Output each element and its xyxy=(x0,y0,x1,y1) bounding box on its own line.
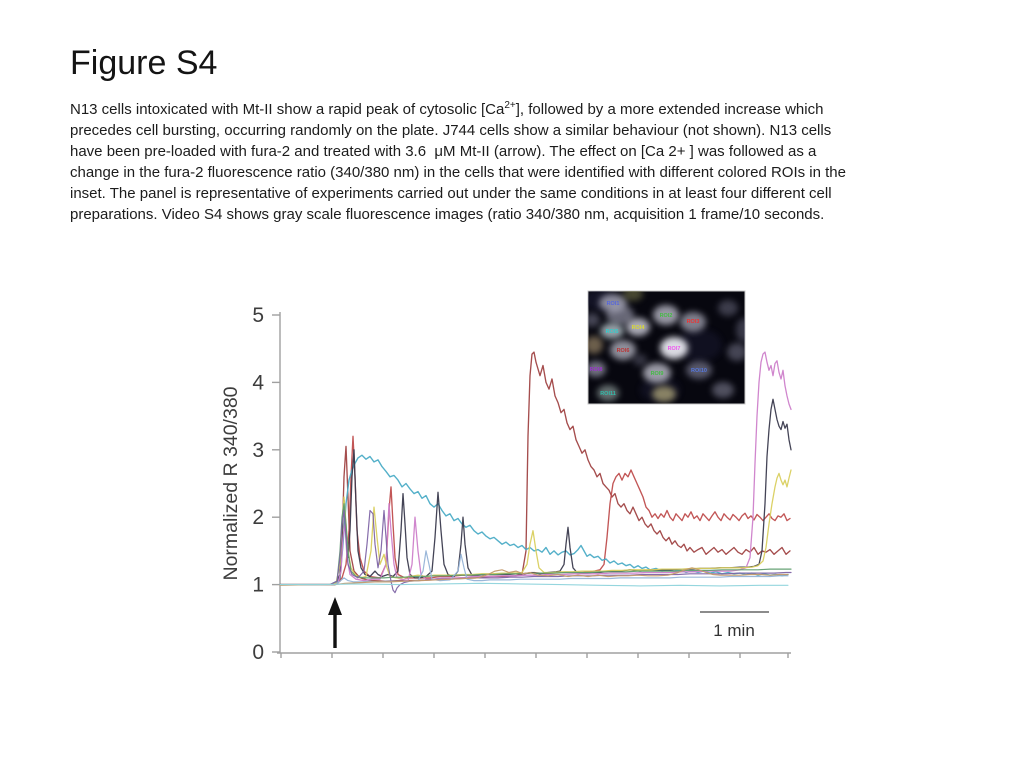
axes xyxy=(272,312,791,658)
caption-line: precedes cell bursting, occurring random… xyxy=(70,122,832,139)
y-axis-label: Normalized R 340/380 xyxy=(220,386,242,580)
trace-series xyxy=(279,351,792,594)
y-tick-labels: 0 1 2 3 4 5 xyxy=(252,304,264,664)
cell-blob xyxy=(727,343,745,361)
series-roi-pink xyxy=(279,351,792,586)
series-roi-red xyxy=(279,435,791,586)
cell-blob xyxy=(686,361,712,379)
cell-blob xyxy=(712,382,734,398)
cell-blob xyxy=(652,386,676,402)
caption-line: have been pre-loaded with fura-2 and tre… xyxy=(70,143,817,160)
cell-blob xyxy=(610,340,636,360)
cell-blob xyxy=(597,385,619,401)
cell-blob xyxy=(633,354,647,366)
injection-arrow-icon xyxy=(328,597,342,648)
cell-blob xyxy=(626,318,650,336)
roi-label: ROI5 xyxy=(606,329,619,335)
cell-blob xyxy=(599,294,627,312)
roi-label: ROI3 xyxy=(687,319,700,325)
svg-text:2: 2 xyxy=(252,506,264,529)
series-roi-green xyxy=(279,503,792,586)
cell-blob xyxy=(623,291,643,301)
svg-text:0: 0 xyxy=(252,641,264,664)
caption-line: N13 cells intoxicated with Mt-II show a … xyxy=(70,100,824,119)
cell-blob xyxy=(588,336,603,354)
cell-blob xyxy=(653,305,679,325)
cell-blob xyxy=(588,313,600,327)
cell-blob xyxy=(736,318,745,342)
roi-inset-image: ROI1 ROI2 ROI3 ROI4 ROI5 ROI6 ROI7 ROI8 ROI9 ROI1… xyxy=(587,290,746,405)
caption-line: change in the fura-2 fluorescence ratio … xyxy=(70,164,846,181)
cell-blob xyxy=(588,361,606,377)
figure-title: Figure S4 xyxy=(70,44,218,82)
svg-text:1: 1 xyxy=(252,574,264,597)
scale-bar-label: 1 min xyxy=(713,621,755,640)
cell-blob xyxy=(660,337,688,359)
series-roi-black xyxy=(279,398,792,586)
caption-line: inset. The panel is representative of ex… xyxy=(70,185,832,202)
cell-blob xyxy=(680,312,706,332)
cell-blob xyxy=(643,363,671,383)
roi-label: ROI2 xyxy=(660,313,673,319)
roi-label: ROI9 xyxy=(651,371,664,377)
roi-label: ROI10 xyxy=(691,368,707,374)
series-roi-yellow xyxy=(279,469,792,586)
roi-label: ROI4 xyxy=(632,325,646,331)
svg-text:4: 4 xyxy=(252,371,264,394)
roi-label: ROI1 xyxy=(607,301,620,307)
scale-bar: 1 min xyxy=(700,611,769,640)
series-roi-tan xyxy=(279,567,789,586)
cell-blob xyxy=(718,300,738,316)
cell-blob xyxy=(678,329,722,361)
svg-text:5: 5 xyxy=(252,304,264,327)
series-roi-palecyan xyxy=(279,582,789,587)
roi-label: ROI11 xyxy=(600,391,616,397)
cell-blob xyxy=(600,323,624,339)
roi-label: ROI6 xyxy=(617,348,630,354)
figure-caption: N13 cells intoxicated with Mt-II show a … xyxy=(70,99,982,225)
roi-label: ROI7 xyxy=(668,346,681,352)
caption-line: preparations. Video S4 shows gray scale … xyxy=(70,206,825,223)
svg-text:3: 3 xyxy=(252,439,264,462)
roi-label: ROI8 xyxy=(590,367,603,373)
superscript-2plus: 2+ xyxy=(504,100,516,111)
